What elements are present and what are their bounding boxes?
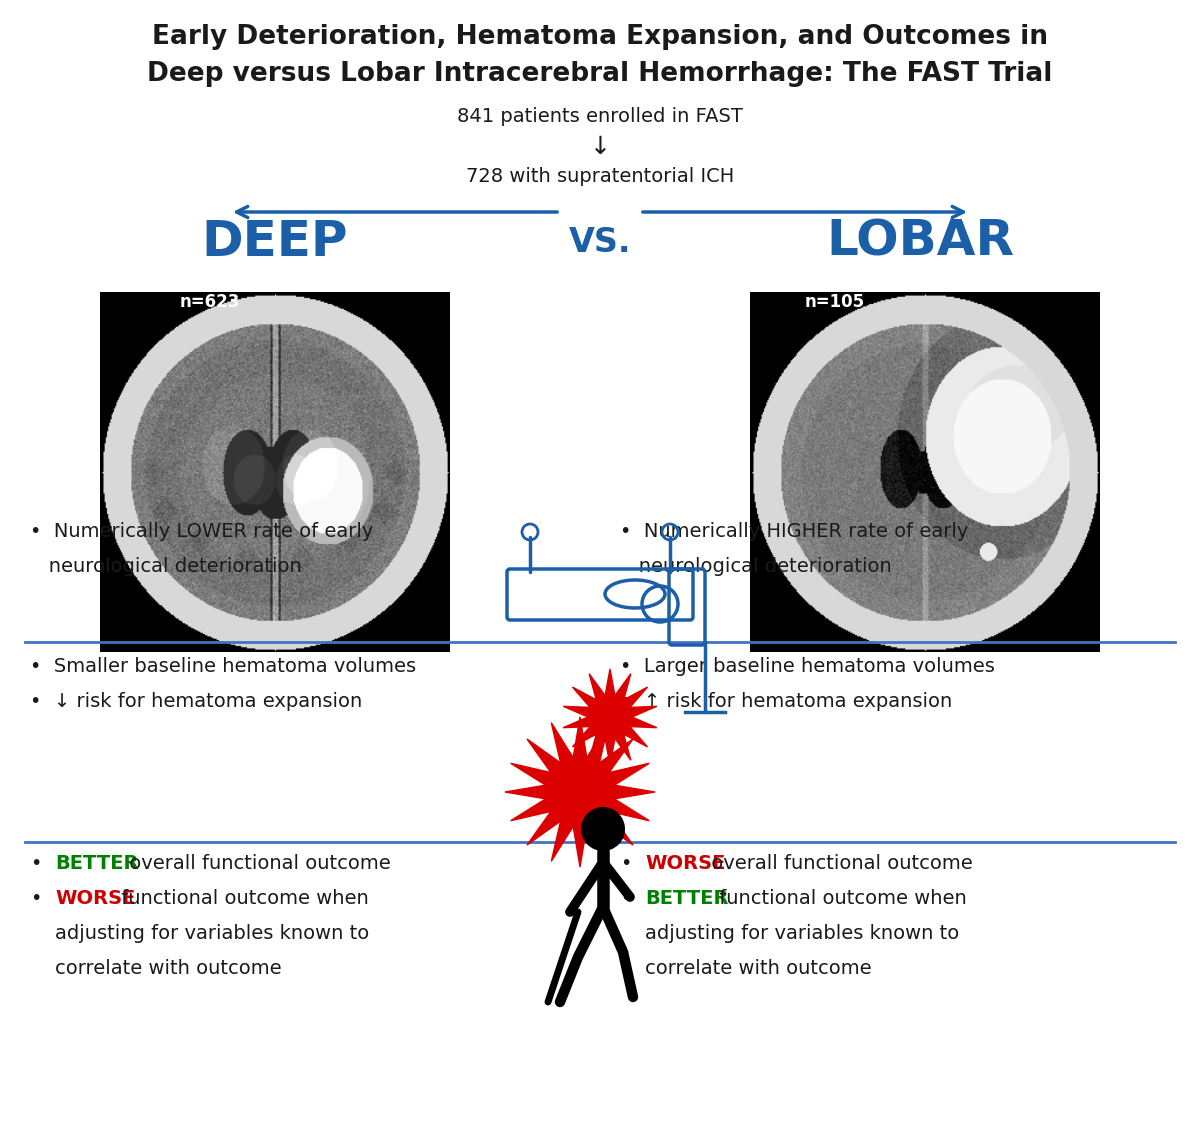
Text: n=105: n=105 (805, 293, 865, 311)
Text: adjusting for variables known to: adjusting for variables known to (646, 924, 959, 943)
Text: WORSE: WORSE (55, 889, 136, 908)
Text: •  ↓ risk for hematoma expansion: • ↓ risk for hematoma expansion (30, 692, 362, 711)
Polygon shape (563, 669, 656, 765)
Text: 728 with supratentorial ICH: 728 with supratentorial ICH (466, 168, 734, 187)
Text: •: • (620, 889, 631, 908)
Text: 841 patients enrolled in FAST: 841 patients enrolled in FAST (457, 108, 743, 127)
Text: overall functional outcome: overall functional outcome (124, 854, 391, 873)
Text: functional outcome when: functional outcome when (115, 889, 368, 908)
Text: •  Numerically HIGHER rate of early: • Numerically HIGHER rate of early (620, 522, 968, 541)
Text: •: • (30, 854, 41, 873)
Text: neurological deterioration: neurological deterioration (30, 557, 301, 576)
Text: LOBAR: LOBAR (826, 218, 1014, 266)
Text: functional outcome when: functional outcome when (713, 889, 967, 908)
Text: •: • (620, 854, 631, 873)
Text: adjusting for variables known to: adjusting for variables known to (55, 924, 370, 943)
Polygon shape (505, 717, 655, 867)
Text: WORSE: WORSE (646, 854, 725, 873)
Text: VS.: VS. (569, 225, 631, 258)
Text: ↓: ↓ (589, 135, 611, 158)
Text: •  Larger baseline hematoma volumes: • Larger baseline hematoma volumes (620, 657, 995, 676)
Text: Early Deterioration, Hematoma Expansion, and Outcomes in: Early Deterioration, Hematoma Expansion,… (152, 24, 1048, 50)
Text: n=623: n=623 (180, 293, 240, 311)
Circle shape (581, 807, 625, 851)
Text: overall functional outcome: overall functional outcome (706, 854, 973, 873)
Text: DEEP: DEEP (202, 218, 348, 266)
Text: Deep versus Lobar Intracerebral Hemorrhage: The FAST Trial: Deep versus Lobar Intracerebral Hemorrha… (148, 61, 1052, 87)
Text: BETTER: BETTER (55, 854, 138, 873)
Text: correlate with outcome: correlate with outcome (646, 959, 871, 978)
Text: neurological deterioration: neurological deterioration (620, 557, 892, 576)
Text: •  Smaller baseline hematoma volumes: • Smaller baseline hematoma volumes (30, 657, 416, 676)
Text: correlate with outcome: correlate with outcome (55, 959, 282, 978)
Text: •  Numerically LOWER rate of early: • Numerically LOWER rate of early (30, 522, 373, 541)
Text: •  ↑ risk for hematoma expansion: • ↑ risk for hematoma expansion (620, 692, 953, 711)
Text: •: • (30, 889, 41, 908)
Text: BETTER: BETTER (646, 889, 728, 908)
